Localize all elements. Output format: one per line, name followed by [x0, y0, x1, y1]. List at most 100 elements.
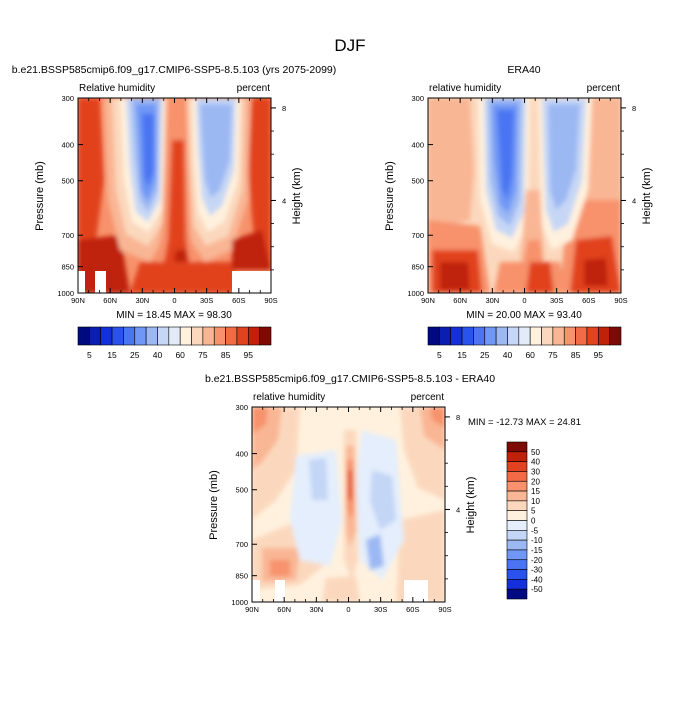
- panel-title: b.e21.BSSP585cmip6.f09_g17.CMIP6-SSP5-8.…: [12, 64, 337, 76]
- colorbar-label: 5: [531, 507, 536, 516]
- y-tick-label: 1000: [407, 289, 424, 298]
- colorbar-label: -20: [531, 556, 543, 565]
- colorbar-label: 25: [480, 350, 490, 360]
- page-title: DJF: [334, 36, 365, 55]
- contour-shapes: [78, 98, 271, 293]
- y-tick-label: 700: [61, 231, 74, 240]
- colorbar-swatch: [473, 326, 486, 346]
- left-string: relative humidity: [429, 83, 501, 94]
- left-string: Relative humidity: [79, 83, 155, 94]
- colorbar-swatch: [552, 326, 565, 346]
- panel-difference: b.e21.BSSP585cmip6.f09_g17.CMIP6-SSP5-8.…: [205, 373, 581, 614]
- y-right-tick-label: 4: [282, 196, 286, 205]
- colorbar-swatch: [597, 326, 610, 346]
- colorbar-label: -10: [531, 536, 543, 545]
- colorbar-label: 60: [175, 350, 185, 360]
- colorbar-swatch: [506, 480, 528, 492]
- y-axis-label: Pressure (mb): [384, 161, 396, 231]
- contour-shapes: [252, 407, 445, 602]
- y-tick-label: 400: [411, 141, 424, 150]
- y-tick-label: 500: [235, 486, 248, 495]
- colorbar-swatch: [157, 326, 170, 346]
- colorbar-swatch: [506, 579, 528, 590]
- contour-field: [428, 98, 621, 293]
- x-tick-label: 90N: [245, 605, 259, 614]
- colorbar-label: -5: [531, 526, 539, 535]
- y-tick-label: 400: [61, 141, 74, 150]
- y-axis-label-right: Height (km): [641, 168, 653, 225]
- x-tick-label: 60N: [103, 296, 117, 305]
- y-right-tick-label: 8: [632, 104, 636, 113]
- y-right-tick-label: 8: [282, 104, 286, 113]
- colorbar-swatch: [506, 539, 528, 551]
- colorbar-label: 85: [221, 350, 231, 360]
- colorbar-swatch: [236, 326, 249, 346]
- right-string: percent: [237, 83, 271, 94]
- colorbar-label: 50: [531, 448, 540, 457]
- colorbar-swatch: [506, 530, 528, 541]
- y-tick-label: 500: [61, 177, 74, 186]
- y-right-tick-label: 4: [632, 196, 636, 205]
- x-tick-label: 60S: [406, 605, 419, 614]
- colorbar-swatch: [100, 326, 113, 346]
- axis-ticks: 90N 60N 30N 0 30S 60S 90S 300 400 500 700 850 1000 8 4: [231, 403, 460, 614]
- y-axis-label: Pressure (mb): [34, 161, 46, 231]
- x-tick-label: 60N: [453, 296, 467, 305]
- colorbar-swatch: [134, 326, 147, 346]
- colorbar-label: -50: [531, 585, 543, 594]
- y-tick-label: 300: [411, 94, 424, 103]
- colorbar-swatch: [506, 588, 528, 600]
- colorbar-swatch: [506, 461, 528, 472]
- y-tick-label: 850: [411, 263, 424, 272]
- colorbar-label: 15: [531, 487, 540, 496]
- y-right-tick-label: 4: [456, 505, 460, 514]
- colorbar-label: 75: [548, 350, 558, 360]
- x-tick-label: 0: [172, 296, 176, 305]
- colorbar-label: 75: [198, 350, 208, 360]
- colorbar-swatch: [506, 441, 528, 453]
- x-tick-label: 90S: [614, 296, 627, 305]
- colorbar-label: 20: [531, 477, 540, 486]
- colorbar-label: 40: [153, 350, 163, 360]
- colorbar-swatch: [179, 326, 192, 346]
- x-tick-label: 0: [522, 296, 526, 305]
- contour-field: [252, 407, 445, 602]
- colorbar-label: 85: [571, 350, 581, 360]
- x-tick-label: 0: [346, 605, 350, 614]
- colorbar-label: 60: [525, 350, 535, 360]
- x-tick-label: 30N: [485, 296, 499, 305]
- contour-shapes: [428, 98, 621, 293]
- axis-ticks: 90N 60N 30N 0 30S 60S 90S 300 400 500 700 850 1000 8 4: [407, 94, 636, 305]
- colorbar-swatch: [506, 471, 528, 482]
- colorbar: 5 15 25 40 60 75 85 95: [427, 326, 622, 360]
- colorbar-swatch: [461, 326, 474, 346]
- y-tick-label: 700: [411, 231, 424, 240]
- y-axis-label-right: Height (km): [291, 168, 303, 225]
- colorbar-swatch: [123, 326, 136, 346]
- colorbar-label: 25: [130, 350, 140, 360]
- x-tick-label: 30N: [309, 605, 323, 614]
- right-string: percent: [587, 83, 621, 94]
- colorbar-swatch: [506, 451, 528, 462]
- colorbar-swatch: [484, 326, 497, 346]
- panel-model: b.e21.BSSP585cmip6.f09_g17.CMIP6-SSP5-8.…: [12, 64, 337, 360]
- y-tick-label: 300: [61, 94, 74, 103]
- colorbar-swatch: [507, 326, 520, 346]
- colorbar-swatch: [259, 326, 272, 346]
- x-tick-label: 60S: [582, 296, 595, 305]
- colorbar-swatch: [506, 510, 528, 521]
- colorbar-swatch: [439, 326, 452, 346]
- min-max-stats: MIN = 20.00 MAX = 93.40: [466, 310, 582, 321]
- colorbar-swatch: [586, 326, 599, 346]
- colorbar-label: 95: [594, 350, 604, 360]
- colorbar: 5 15 25 40 60 75 85 95: [77, 326, 272, 360]
- y-tick-label: 850: [235, 572, 248, 581]
- colorbar-label: 5: [87, 350, 92, 360]
- colorbar-swatch: [111, 326, 124, 346]
- colorbar-label: -30: [531, 566, 543, 575]
- panel-title: b.e21.BSSP585cmip6.f09_g17.CMIP6-SSP5-8.…: [205, 373, 495, 385]
- colorbar-swatch: [77, 326, 90, 346]
- y-tick-label: 300: [235, 403, 248, 412]
- colorbar-label: 30: [531, 467, 540, 476]
